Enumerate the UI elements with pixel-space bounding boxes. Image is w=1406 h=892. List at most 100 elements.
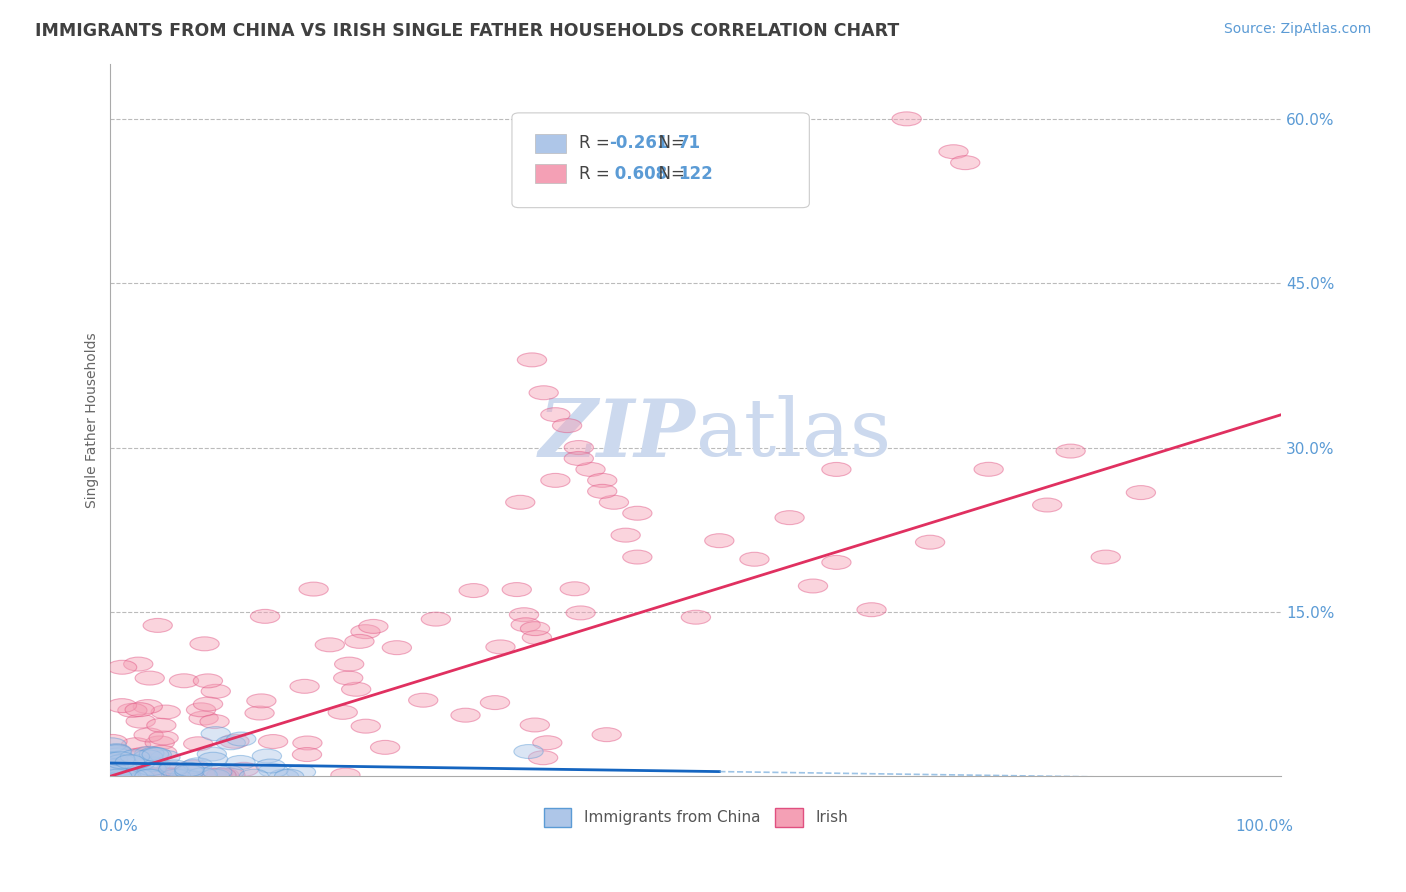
Ellipse shape [146, 768, 176, 782]
Ellipse shape [125, 703, 155, 716]
Ellipse shape [139, 747, 169, 761]
Legend: Immigrants from China, Irish: Immigrants from China, Irish [538, 802, 853, 832]
Ellipse shape [139, 768, 169, 782]
Ellipse shape [197, 747, 226, 761]
Ellipse shape [131, 747, 159, 761]
Ellipse shape [502, 582, 531, 597]
Ellipse shape [226, 756, 256, 770]
Text: -0.261: -0.261 [609, 135, 669, 153]
Ellipse shape [108, 768, 138, 782]
Ellipse shape [541, 408, 569, 422]
Ellipse shape [110, 756, 139, 771]
Ellipse shape [153, 768, 181, 782]
Text: 71: 71 [678, 135, 702, 153]
Ellipse shape [101, 745, 131, 759]
Ellipse shape [292, 736, 322, 750]
Ellipse shape [775, 510, 804, 524]
Ellipse shape [292, 747, 322, 762]
Ellipse shape [104, 756, 134, 770]
Ellipse shape [122, 768, 152, 782]
Ellipse shape [127, 768, 155, 782]
Ellipse shape [202, 765, 232, 779]
Ellipse shape [139, 756, 169, 771]
Ellipse shape [118, 769, 148, 783]
Ellipse shape [821, 556, 851, 569]
Ellipse shape [105, 766, 135, 780]
Ellipse shape [107, 755, 135, 769]
Ellipse shape [215, 768, 245, 782]
Ellipse shape [103, 769, 132, 783]
Ellipse shape [162, 769, 191, 783]
Ellipse shape [187, 703, 215, 717]
Ellipse shape [117, 756, 146, 769]
Ellipse shape [939, 145, 969, 159]
Ellipse shape [564, 451, 593, 466]
Text: N=: N= [648, 135, 690, 153]
Ellipse shape [179, 760, 208, 774]
Ellipse shape [287, 765, 315, 779]
Ellipse shape [422, 612, 450, 626]
Ellipse shape [201, 727, 231, 740]
Ellipse shape [98, 752, 128, 766]
Ellipse shape [256, 759, 285, 773]
Ellipse shape [352, 624, 380, 639]
Ellipse shape [623, 507, 652, 520]
Ellipse shape [560, 582, 589, 596]
Ellipse shape [194, 697, 222, 711]
Ellipse shape [134, 699, 162, 714]
Ellipse shape [127, 714, 155, 728]
Ellipse shape [98, 755, 128, 768]
Ellipse shape [103, 748, 132, 762]
Ellipse shape [481, 696, 509, 709]
Ellipse shape [564, 441, 593, 455]
Ellipse shape [98, 745, 128, 759]
Ellipse shape [135, 671, 165, 685]
Ellipse shape [160, 760, 188, 774]
Ellipse shape [529, 751, 558, 764]
Ellipse shape [108, 762, 138, 775]
Ellipse shape [135, 747, 165, 760]
Ellipse shape [117, 761, 146, 775]
Ellipse shape [141, 747, 169, 762]
Ellipse shape [149, 731, 179, 745]
Ellipse shape [974, 462, 1004, 476]
Ellipse shape [188, 711, 218, 725]
Ellipse shape [134, 768, 163, 782]
Ellipse shape [169, 673, 198, 688]
Text: N=: N= [648, 165, 690, 183]
Ellipse shape [520, 622, 550, 636]
Ellipse shape [125, 769, 153, 783]
Ellipse shape [143, 618, 173, 632]
Ellipse shape [111, 769, 141, 783]
Ellipse shape [197, 768, 226, 782]
Ellipse shape [124, 755, 152, 768]
Ellipse shape [509, 607, 538, 622]
Ellipse shape [125, 756, 155, 770]
Ellipse shape [250, 609, 280, 624]
Ellipse shape [344, 634, 374, 648]
Ellipse shape [201, 769, 229, 783]
Ellipse shape [150, 750, 180, 764]
Ellipse shape [1126, 485, 1156, 500]
Ellipse shape [139, 768, 169, 782]
Text: Source: ZipAtlas.com: Source: ZipAtlas.com [1223, 22, 1371, 37]
Ellipse shape [915, 535, 945, 549]
Ellipse shape [950, 156, 980, 169]
Ellipse shape [166, 768, 194, 782]
Ellipse shape [105, 752, 135, 765]
Ellipse shape [101, 744, 131, 757]
Ellipse shape [239, 769, 269, 783]
Ellipse shape [148, 746, 177, 759]
Ellipse shape [506, 495, 534, 509]
Ellipse shape [98, 734, 127, 748]
Ellipse shape [274, 769, 304, 783]
Ellipse shape [122, 748, 152, 763]
Ellipse shape [118, 703, 148, 717]
Ellipse shape [588, 484, 617, 499]
Ellipse shape [541, 474, 569, 487]
Ellipse shape [515, 745, 543, 758]
Y-axis label: Single Father Households: Single Father Households [86, 333, 100, 508]
Ellipse shape [510, 618, 540, 632]
Ellipse shape [134, 769, 162, 783]
Ellipse shape [529, 385, 558, 400]
